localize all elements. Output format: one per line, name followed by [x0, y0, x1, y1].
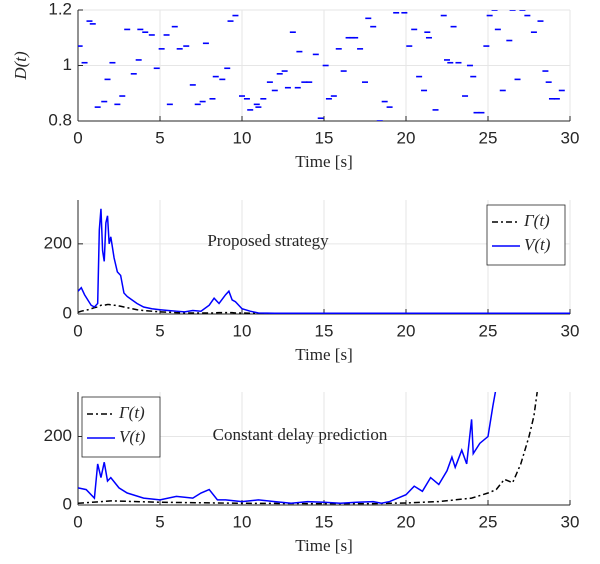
x-tick-label: 10 [233, 128, 252, 147]
x-tick-label: 0 [73, 128, 82, 147]
series-line [78, 392, 538, 505]
y-tick-label: 200 [44, 233, 72, 252]
x-axis-label: Time [s] [295, 536, 352, 555]
legend-label: Γ(t) [523, 211, 550, 230]
x-tick-label: 20 [397, 321, 416, 340]
x-tick-label: 25 [479, 321, 498, 340]
plot-data [78, 392, 538, 505]
x-tick-label: 25 [479, 128, 498, 147]
annotation: Constant delay prediction [213, 425, 388, 444]
y-tick-label: 1.2 [48, 0, 72, 18]
x-tick-label: 5 [155, 512, 164, 531]
x-tick-label: 0 [73, 321, 82, 340]
legend-label: V(t) [524, 235, 551, 254]
x-tick-label: 20 [397, 512, 416, 531]
x-tick-label: 10 [233, 321, 252, 340]
y-tick-label: 0 [63, 494, 72, 513]
annotation: Proposed strategy [207, 231, 329, 250]
x-tick-label: 25 [479, 512, 498, 531]
legend-label: Γ(t) [118, 403, 145, 422]
x-tick-label: 15 [315, 128, 334, 147]
x-tick-label: 5 [155, 128, 164, 147]
y-tick-label: 0.8 [48, 110, 72, 129]
x-tick-label: 5 [155, 321, 164, 340]
legend-label: V(t) [119, 427, 146, 446]
y-tick-label: 200 [44, 426, 72, 445]
x-tick-label: 0 [73, 512, 82, 531]
plot-data [78, 10, 565, 121]
series-line [78, 392, 497, 505]
x-tick-label: 10 [233, 512, 252, 531]
x-tick-label: 30 [561, 512, 580, 531]
x-axis-label: Time [s] [295, 345, 352, 364]
y-tick-label: 0 [63, 303, 72, 322]
x-tick-label: 15 [315, 321, 334, 340]
x-axis-label: Time [s] [295, 152, 352, 171]
x-tick-label: 30 [561, 128, 580, 147]
x-tick-label: 30 [561, 321, 580, 340]
plot-data [78, 208, 570, 314]
x-tick-label: 15 [315, 512, 334, 531]
legend-box [486, 204, 566, 266]
series-line [78, 208, 570, 314]
legend-box [81, 396, 161, 458]
x-tick-label: 20 [397, 128, 416, 147]
y-tick-label: 1 [63, 55, 72, 74]
y-axis-label: D(t) [11, 51, 30, 81]
